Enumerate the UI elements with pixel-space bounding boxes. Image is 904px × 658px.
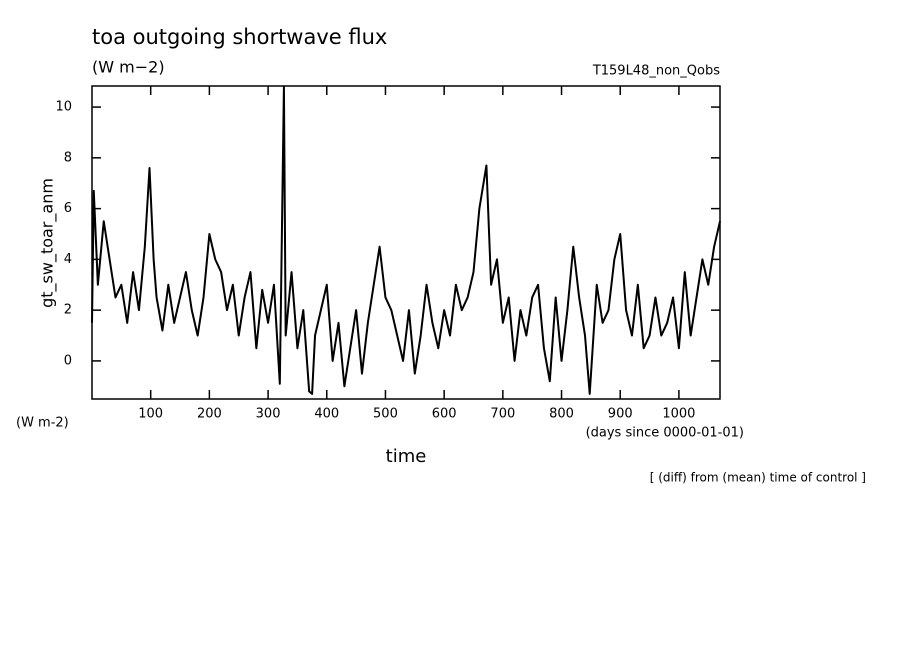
y-axis-label: gt_sw_toar_anm [38,178,58,308]
series-line [91,85,721,395]
x-tick-label: 400 [314,407,339,422]
y-tick-label: 10 [55,100,72,115]
x-tick-label: 300 [256,407,281,422]
y-tick-label: 8 [64,150,72,165]
x-tick-label: 900 [608,407,633,422]
x-tick-label: 600 [432,407,457,422]
x-tick-label: 800 [549,407,574,422]
note: [ (diff) from (mean) time of control ] [650,471,866,485]
y-unit: (W m-2) [16,416,69,431]
x-unit: (days since 0000-01-01) [586,426,744,441]
x-tick-label: 500 [373,407,398,422]
chart-title: toa outgoing shortwave flux [92,25,387,49]
run-label: T159L48_non_Qobs [592,64,720,79]
plot-frame [91,85,721,400]
subtitle: (W m−2) [92,58,165,77]
y-tick-label: 0 [64,353,72,368]
x-tick-label: 1000 [662,407,695,422]
y-tick-label: 4 [64,252,72,267]
y-tick-label: 6 [64,201,72,216]
x-tick-label: 200 [197,407,222,422]
x-tick-label: 100 [138,407,163,422]
x-axis-label: time [386,446,427,467]
x-tick-label: 700 [490,407,515,422]
y-tick-label: 2 [64,303,72,318]
